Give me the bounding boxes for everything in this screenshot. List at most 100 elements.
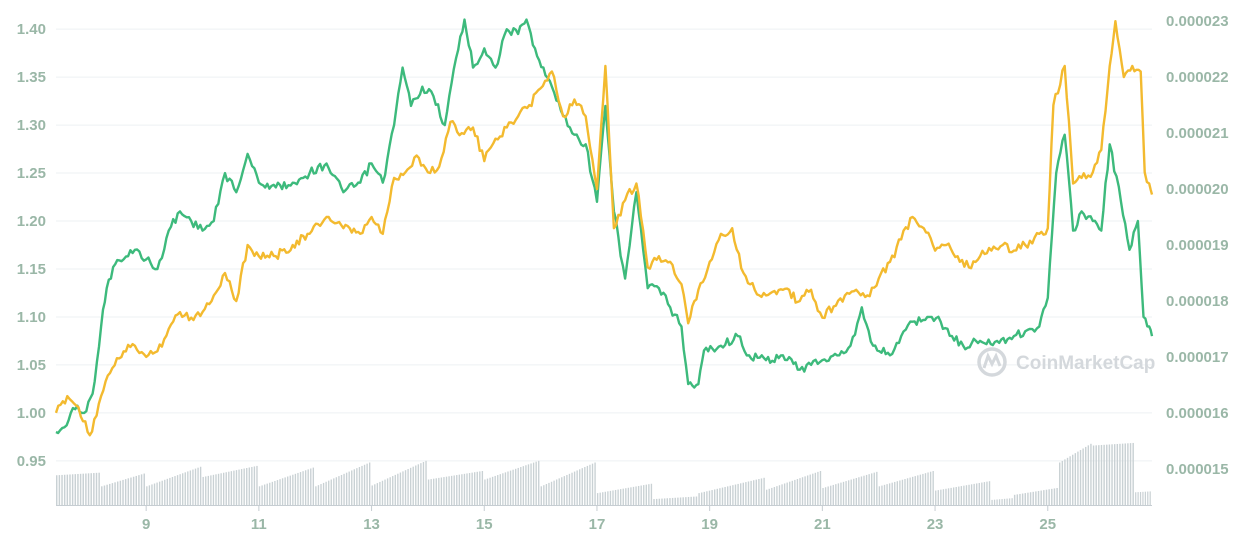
left-axis-tick-label: 1.25 xyxy=(17,165,46,182)
volume-bar xyxy=(573,471,576,505)
left-axis-tick-label: 1.35 xyxy=(17,69,46,86)
volume-bar xyxy=(758,479,760,505)
volume-bar xyxy=(695,496,698,505)
volume-bar xyxy=(399,472,402,505)
volume-bar xyxy=(1011,498,1013,505)
series-line-right xyxy=(54,20,1154,437)
volume-bar xyxy=(781,484,783,505)
volume-bar xyxy=(240,469,243,505)
right-axis-tick-label: 0.000018 xyxy=(1166,293,1229,310)
volume-bar xyxy=(899,480,901,505)
volume-bar xyxy=(809,474,811,505)
volume-bar xyxy=(993,499,996,505)
volume-bar xyxy=(292,474,294,505)
volume-bar xyxy=(1061,460,1064,505)
volume-bar xyxy=(312,467,315,505)
volume-bar xyxy=(783,483,786,505)
volume-bar xyxy=(438,477,440,505)
volume-bar xyxy=(1021,493,1024,505)
volume-bar xyxy=(873,472,875,505)
volume-bar xyxy=(445,476,448,505)
volume-bar xyxy=(1100,444,1103,505)
volume-bar xyxy=(947,488,950,505)
volume-bar xyxy=(1056,488,1058,505)
volume-bar xyxy=(374,484,376,505)
volume-bar xyxy=(1119,443,1121,505)
volume-bar xyxy=(737,483,739,505)
volume-bar xyxy=(853,478,855,505)
left-axis-tick-label: 0.95 xyxy=(17,453,46,470)
volume-bar xyxy=(561,477,563,505)
volume-bar xyxy=(189,470,192,505)
volume-bar xyxy=(669,498,671,505)
volume-bar xyxy=(484,479,486,505)
volume-bar xyxy=(111,483,114,505)
volume-bar xyxy=(650,483,653,505)
volume-bar xyxy=(1001,499,1003,505)
volume-bar xyxy=(251,466,253,505)
volume-bar xyxy=(747,481,750,505)
volume-bar xyxy=(258,486,261,505)
volume-bar xyxy=(440,477,443,505)
volume-bar xyxy=(666,498,669,505)
volume-bar xyxy=(205,476,207,505)
volume-bar xyxy=(599,492,601,505)
volume-bar xyxy=(863,475,865,505)
volume-bar xyxy=(579,469,581,505)
volume-bar xyxy=(558,478,560,505)
volume-bar xyxy=(589,464,591,505)
volume-bar xyxy=(711,490,713,505)
volume-bar xyxy=(698,493,700,505)
volume-bar xyxy=(924,473,927,505)
volume-bar xyxy=(1032,491,1034,505)
volume-bar xyxy=(679,497,682,505)
volume-bar xyxy=(955,486,957,505)
volume-bar xyxy=(299,472,302,505)
volume-bar xyxy=(210,475,212,505)
volume-bar xyxy=(127,478,130,505)
volume-bar xyxy=(932,471,934,505)
volume-bar xyxy=(1147,491,1149,505)
volume-bar xyxy=(734,484,737,505)
volume-bar xyxy=(225,472,227,505)
volume-bar xyxy=(677,497,679,505)
right-axis-tick-label: 0.000020 xyxy=(1166,181,1229,198)
volume-bar xyxy=(103,485,106,505)
volume-bar xyxy=(322,482,325,505)
volume-bar xyxy=(837,483,840,505)
volume-bar xyxy=(703,491,705,505)
volume-bar xyxy=(1008,498,1011,505)
volume-bar xyxy=(166,478,169,505)
volume-bar xyxy=(612,490,614,505)
volume-bars xyxy=(56,442,1151,505)
volume-bar xyxy=(742,482,744,505)
volume-bar xyxy=(412,466,414,505)
volume-bar xyxy=(386,478,389,505)
volume-bar xyxy=(635,486,637,505)
volume-bar xyxy=(340,474,343,505)
volume-bar xyxy=(729,485,731,505)
volume-bar xyxy=(1019,493,1021,505)
volume-bar xyxy=(555,479,558,505)
volume-bar xyxy=(847,480,850,505)
volume-bar xyxy=(348,471,350,505)
volume-bar xyxy=(207,475,209,505)
volume-bar xyxy=(658,498,661,505)
volume-bar xyxy=(114,482,116,505)
volume-bar xyxy=(1064,459,1066,505)
volume-bar xyxy=(233,470,235,505)
volume-bar xyxy=(507,471,509,505)
volume-bar xyxy=(453,475,455,505)
volume-bar xyxy=(596,493,599,505)
volume-bar xyxy=(763,477,765,505)
x-axis: 9 11 13 15 17 19 21 23 25 xyxy=(56,505,1152,533)
volume-bar xyxy=(937,490,939,505)
volume-bar xyxy=(625,488,627,505)
volume-bar xyxy=(768,488,770,505)
volume-bar xyxy=(248,467,250,505)
volume-bar xyxy=(721,487,724,505)
volume-bar xyxy=(212,474,215,505)
volume-bar xyxy=(74,474,77,505)
volume-bar xyxy=(351,470,353,505)
volume-bar xyxy=(904,479,906,505)
